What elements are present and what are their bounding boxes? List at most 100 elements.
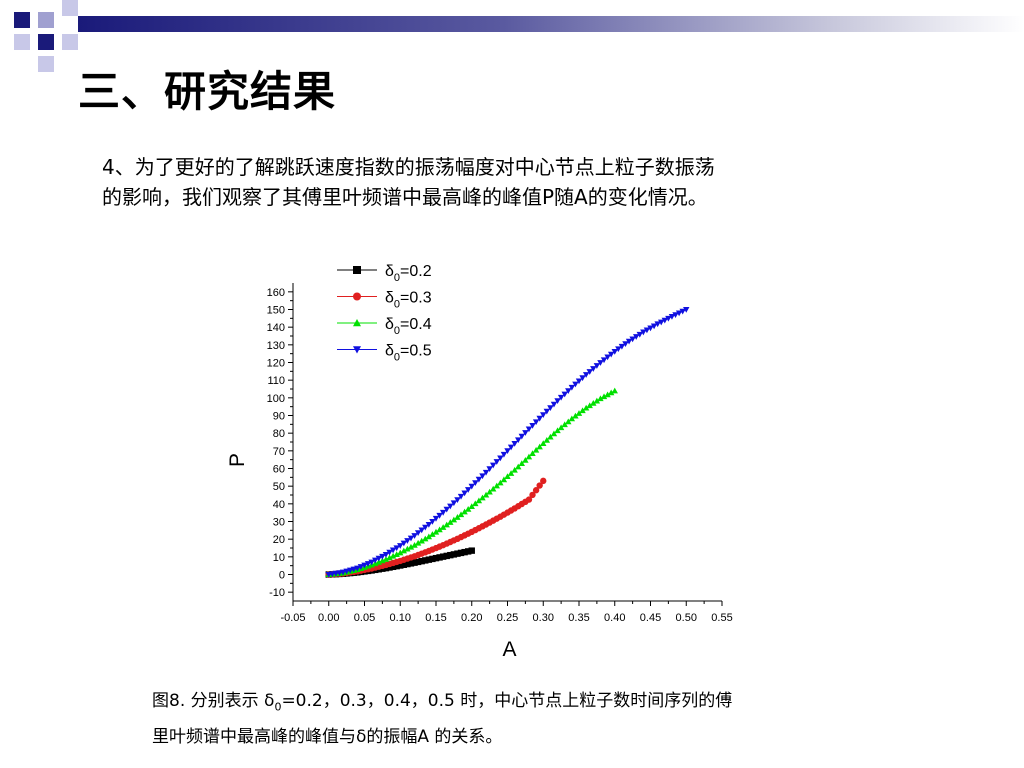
data-point	[389, 547, 397, 554]
data-point	[432, 515, 440, 522]
data-point	[672, 312, 679, 318]
y-tick-label: 110	[267, 375, 285, 387]
y-tick-label: 90	[273, 411, 285, 423]
data-point	[439, 524, 447, 530]
deco-square-2	[38, 12, 54, 28]
deco-square-4	[14, 34, 30, 50]
data-point	[543, 436, 551, 443]
data-point	[397, 543, 404, 549]
data-point	[375, 555, 382, 562]
data-point	[529, 491, 536, 499]
y-tick-label: 140	[267, 322, 285, 334]
y-axis-label: P	[226, 453, 249, 467]
y-tick-label: -10	[269, 587, 285, 599]
data-point	[461, 490, 468, 497]
legend-marker	[353, 346, 361, 354]
data-point	[450, 516, 458, 523]
data-point	[536, 415, 543, 422]
data-point	[557, 424, 565, 431]
data-point	[354, 565, 361, 572]
data-point	[382, 551, 390, 558]
deco-square-7	[38, 56, 54, 72]
caption-line-1: 图8. 分别表示 δ0=0.2，0.3，0.4，0.5 时，中心节点上粒子数时间…	[152, 686, 932, 722]
data-point	[661, 317, 668, 324]
data-point	[404, 560, 411, 568]
data-point	[479, 473, 486, 480]
data-point	[425, 533, 433, 540]
data-point	[422, 535, 429, 542]
data-point	[597, 360, 604, 366]
data-point	[400, 561, 408, 568]
data-point	[668, 314, 676, 320]
data-point	[507, 444, 515, 451]
data-point	[343, 568, 350, 575]
caption-part-2: =0.2，0.3，0.4，0.5 时，中心节点上粒子数时间序列的傅	[281, 691, 733, 711]
x-axis-label: A	[502, 638, 516, 661]
data-point	[397, 562, 404, 569]
title-decoration	[14, 0, 78, 72]
data-point	[404, 538, 411, 544]
data-point	[490, 462, 497, 469]
data-point	[404, 545, 411, 552]
x-tick-label: 0.50	[676, 612, 697, 624]
data-point	[468, 483, 475, 490]
description-paragraph: 4、为了更好的了解跳跃速度指数的振荡幅度对中心节点上粒子数振荡 的影响，我们观察…	[102, 152, 902, 212]
series-line	[328, 309, 687, 575]
legend-marker	[353, 266, 361, 274]
data-point	[482, 469, 490, 476]
data-point	[497, 479, 504, 486]
data-point	[422, 524, 429, 531]
data-point	[386, 564, 393, 571]
data-point	[550, 430, 558, 437]
data-point	[554, 427, 561, 434]
data-point	[511, 466, 518, 473]
data-point	[590, 400, 597, 406]
data-point	[497, 455, 504, 462]
data-point	[436, 512, 443, 519]
x-tick-label: 0.40	[604, 612, 625, 624]
y-tick-label: 0	[279, 570, 285, 582]
data-point	[450, 551, 458, 558]
data-point	[457, 549, 465, 557]
x-tick-label: 0.00	[318, 612, 339, 624]
data-point	[547, 433, 554, 440]
data-point	[411, 533, 418, 539]
data-point	[439, 553, 447, 560]
legend-label: δ0=0.2	[385, 263, 432, 284]
data-point	[393, 551, 400, 557]
data-point	[461, 548, 468, 556]
data-point	[658, 319, 665, 326]
data-point	[418, 527, 425, 534]
figure-caption: 图8. 分别表示 δ0=0.2，0.3，0.4，0.5 时，中心节点上粒子数时间…	[152, 686, 932, 752]
data-point	[443, 552, 450, 560]
data-point	[565, 388, 572, 394]
data-point	[532, 446, 540, 453]
data-point	[572, 381, 579, 388]
data-point	[447, 503, 454, 510]
data-point	[407, 543, 415, 550]
data-point	[486, 466, 493, 473]
data-point	[604, 354, 611, 361]
data-point	[543, 408, 551, 415]
data-point	[425, 521, 433, 528]
y-tick-label: 130	[267, 340, 285, 352]
data-point	[525, 496, 533, 503]
data-point	[397, 549, 404, 556]
data-point	[550, 401, 558, 408]
data-point	[561, 391, 568, 398]
data-point	[500, 451, 508, 458]
data-point	[386, 549, 393, 556]
data-point	[464, 548, 472, 555]
data-point	[393, 545, 400, 552]
data-point	[504, 448, 511, 455]
data-point	[540, 440, 547, 446]
y-tick-label: 80	[273, 428, 285, 440]
x-tick-label: 0.15	[425, 612, 446, 624]
y-tick-label: 60	[273, 464, 285, 476]
y-tick-label: 20	[273, 534, 285, 546]
data-point	[364, 561, 372, 567]
data-point	[607, 389, 615, 396]
data-point	[436, 526, 443, 533]
data-point	[522, 456, 529, 463]
y-tick-label: 50	[273, 481, 285, 493]
